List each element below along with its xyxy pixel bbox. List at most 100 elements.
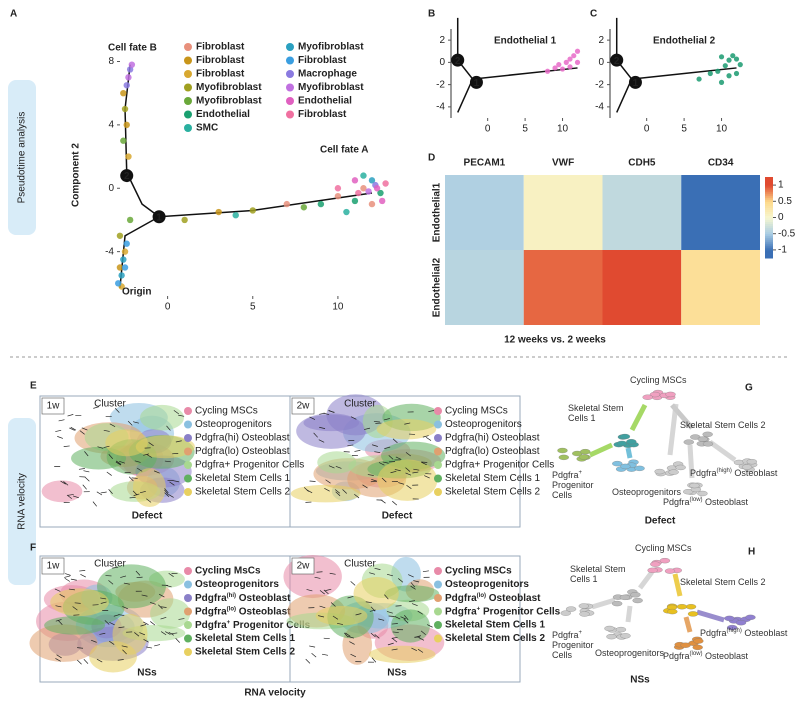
cell-icon <box>611 600 623 607</box>
point <box>726 73 732 79</box>
velocity-arrow <box>386 611 393 614</box>
cell-icon <box>654 468 665 475</box>
annotation: Cell fate A <box>320 145 369 156</box>
point <box>715 68 721 74</box>
time-tag: 2w <box>297 401 311 412</box>
legend-label: Pdgfra(lo) Osteoblast <box>445 446 540 457</box>
text-part: Pdgfra <box>552 630 579 640</box>
cell-icon <box>665 391 676 398</box>
velocity-arrow <box>164 488 169 494</box>
colorbar-segment <box>765 223 773 227</box>
legend-label: Skeletal Stem Cells 1 <box>445 620 545 631</box>
colorbar-segment <box>765 191 773 194</box>
arrow <box>588 442 614 458</box>
arrow <box>591 597 616 610</box>
velocity-arrow <box>84 451 89 457</box>
colorbar-segment <box>765 181 773 184</box>
y-tick-label: -4 <box>595 102 604 113</box>
legend-label: Fibroblast <box>196 55 245 66</box>
cell-icon <box>579 611 590 617</box>
side-label-box <box>8 418 36 585</box>
node-label: Skeletal Stem Cells 1 <box>568 403 624 423</box>
text-part: Progenitor Cells <box>552 639 594 660</box>
legend-swatch <box>434 474 442 483</box>
velocity-arrow <box>175 638 180 643</box>
velocity-arrow <box>178 618 185 620</box>
legend-label: Skeletal Stem Cells 1 <box>195 633 295 644</box>
velocity-arrow <box>160 617 167 620</box>
velocity-arrow <box>140 624 147 627</box>
velocity-arrow <box>55 658 61 662</box>
x-tick-label: 0 <box>485 124 491 135</box>
cell-icon <box>668 469 679 475</box>
velocity-arrow <box>334 489 341 494</box>
annotation: Cell fate B <box>108 43 157 54</box>
y-tick-label: 0 <box>598 57 604 68</box>
velocity-arrow <box>58 419 65 422</box>
panel-letter: F <box>30 543 36 554</box>
point <box>556 62 562 68</box>
y-tick-label: 4 <box>108 120 114 131</box>
legend-swatch <box>286 97 294 105</box>
velocity-arrow <box>100 601 107 604</box>
side-label: RNA velocity <box>17 473 28 530</box>
velocity-arrow <box>168 572 174 577</box>
velocity-arrow <box>398 482 405 485</box>
colorbar-segment <box>765 249 773 253</box>
velocity-arrow <box>166 425 171 431</box>
heatmap-cell <box>602 250 682 325</box>
velocity-arrow <box>319 605 326 609</box>
trajectory <box>616 78 633 113</box>
velocity-arrow <box>319 590 325 595</box>
embedding-blob <box>41 480 83 503</box>
node-label: Osteoprogenitors <box>612 487 682 497</box>
velocity-arrow <box>306 489 313 494</box>
velocity-arrow <box>345 632 351 637</box>
colorbar-segment <box>765 241 773 245</box>
text-part: Osteoblast <box>741 628 788 638</box>
velocity-arrow <box>350 416 357 420</box>
velocity-arrow <box>143 621 149 626</box>
colorbar-segment <box>765 253 773 257</box>
text-part: Pdgfra <box>195 606 227 617</box>
colorbar-segment <box>765 205 773 208</box>
velocity-arrow <box>354 493 360 499</box>
cell-icon <box>616 440 628 447</box>
legend-label: Cycling MSCs <box>445 406 508 417</box>
colorbar-segment <box>765 177 773 180</box>
velocity-arrow <box>350 653 357 658</box>
velocity-arrow <box>164 492 170 498</box>
legend-swatch <box>434 607 442 616</box>
diagram-caption: Defect <box>645 516 676 527</box>
tag-box <box>41 557 65 575</box>
embedding-blob <box>353 576 399 611</box>
cell-icon <box>693 638 704 644</box>
heatmap-cell <box>445 175 524 250</box>
velocity-arrow <box>408 574 414 578</box>
cell-icon <box>632 597 643 604</box>
embedding-blob <box>315 605 368 626</box>
velocity-arrow <box>118 626 125 629</box>
superscript: (hi) <box>227 593 236 599</box>
velocity-arrow <box>415 635 422 638</box>
legend-label: Osteoprogenitors <box>445 579 529 590</box>
velocity-arrow <box>57 436 64 439</box>
velocity-arrow <box>394 469 401 472</box>
heatmap-cell <box>602 175 682 250</box>
row-label: Endothelial2 <box>432 257 443 317</box>
velocity-arrow <box>428 410 435 412</box>
velocity-arrow <box>405 472 412 476</box>
point <box>377 189 384 197</box>
velocity-arrow <box>55 619 62 622</box>
point <box>181 216 188 224</box>
embedding-blob <box>290 484 361 503</box>
heatmap-cell <box>681 175 760 250</box>
state-node <box>120 169 134 183</box>
node-label: Pdgfra+ Progenitor Cells <box>552 470 600 501</box>
velocity-arrow <box>306 589 313 592</box>
velocity-arrow <box>70 426 77 431</box>
point <box>360 172 367 179</box>
colorbar-tick-label: 0.5 <box>778 196 792 207</box>
embedding-blob <box>132 468 166 508</box>
